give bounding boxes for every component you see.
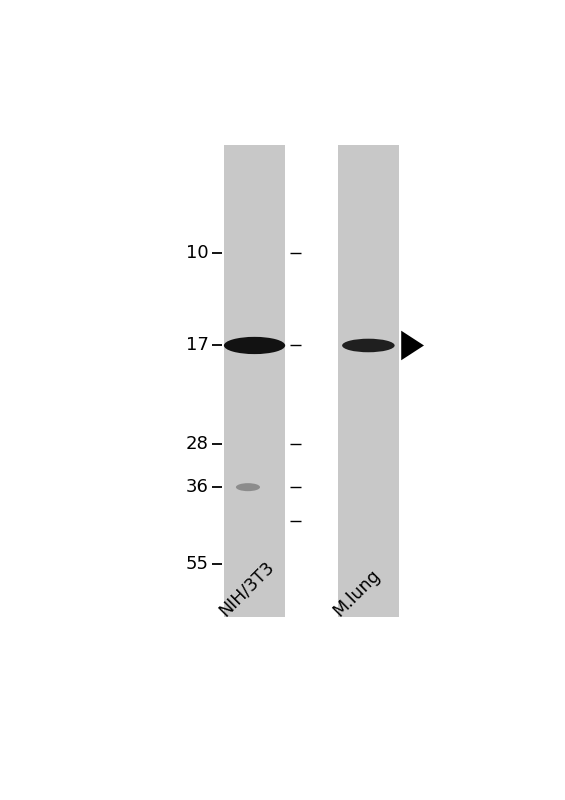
Ellipse shape bbox=[342, 338, 394, 352]
Polygon shape bbox=[401, 330, 424, 360]
Ellipse shape bbox=[236, 483, 260, 491]
Ellipse shape bbox=[224, 337, 285, 354]
Text: 55: 55 bbox=[185, 555, 208, 573]
Bar bbox=[224, 146, 285, 617]
Bar bbox=[338, 146, 399, 617]
Text: NIH/3T3: NIH/3T3 bbox=[215, 558, 278, 619]
Text: 10: 10 bbox=[186, 244, 208, 262]
Text: 36: 36 bbox=[186, 478, 208, 496]
Text: 17: 17 bbox=[186, 337, 208, 354]
Text: M.lung: M.lung bbox=[329, 566, 384, 619]
Text: 28: 28 bbox=[186, 435, 208, 453]
